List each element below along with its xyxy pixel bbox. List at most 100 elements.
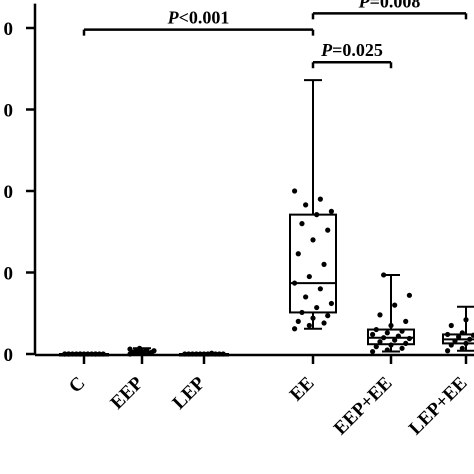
data-point	[89, 351, 95, 357]
box-series	[59, 79, 474, 357]
box-ee	[289, 79, 337, 330]
x-tick-label: C	[65, 373, 90, 398]
data-point	[92, 351, 99, 357]
data-point	[292, 326, 298, 332]
data-point	[216, 351, 222, 357]
data-point	[299, 221, 305, 227]
box-iqr	[289, 213, 337, 314]
data-point	[314, 212, 320, 218]
data-point	[325, 313, 331, 319]
box-eep-plus-ee	[367, 273, 415, 353]
data-point	[144, 347, 150, 353]
data-point	[406, 292, 412, 298]
data-point	[209, 350, 215, 356]
data-point	[321, 261, 327, 267]
p-value-number: =0.008	[370, 0, 421, 11]
data-point	[388, 342, 394, 348]
significance-bracket: P=0.025	[311, 40, 393, 69]
data-point	[328, 300, 334, 307]
y-tick-label: 0	[4, 19, 14, 40]
data-point	[220, 351, 226, 357]
data-point	[186, 351, 192, 357]
data-point	[73, 351, 79, 357]
data-point	[395, 333, 401, 339]
data-point	[295, 251, 301, 257]
x-axis: C EEP LEP EE EEP+EE LEP+EE	[35, 353, 474, 440]
data-point	[182, 351, 188, 357]
y-tick-label: 0	[4, 345, 14, 366]
data-point	[100, 351, 106, 357]
data-point	[310, 237, 316, 243]
data-point	[392, 337, 398, 343]
data-point	[388, 322, 394, 329]
x-tick-label: LEP+EE	[405, 373, 472, 440]
data-point	[328, 208, 334, 214]
x-tick-label: EEP+EE	[330, 373, 397, 440]
data-point	[295, 318, 301, 324]
data-point	[306, 322, 312, 329]
data-point	[373, 344, 379, 350]
p-value-number: =0.025	[332, 40, 383, 60]
data-point	[370, 331, 376, 338]
data-point	[306, 273, 312, 280]
data-point	[463, 317, 469, 323]
box-lep-plus-ee	[442, 305, 474, 352]
data-point	[448, 342, 454, 348]
data-point	[463, 340, 469, 347]
data-point	[470, 332, 474, 338]
data-point	[62, 351, 68, 357]
data-point	[189, 351, 196, 357]
data-point	[303, 202, 309, 208]
data-point	[325, 227, 331, 233]
data-point	[456, 334, 462, 340]
data-point	[299, 309, 305, 316]
data-point	[137, 345, 143, 351]
data-point	[303, 294, 309, 300]
significance-bracket: P=0.008	[311, 0, 468, 20]
data-point	[459, 345, 465, 351]
p-value-label: P<0.001	[167, 8, 230, 28]
data-point	[399, 328, 405, 334]
data-point	[406, 335, 412, 342]
data-point	[373, 326, 379, 333]
data-point	[317, 196, 323, 202]
data-point	[381, 335, 387, 341]
data-point	[403, 318, 409, 324]
x-tick-label: EE	[286, 373, 319, 406]
x-tick-label: EEP	[107, 372, 148, 413]
data-point	[193, 351, 199, 357]
data-point	[201, 351, 207, 357]
data-point	[96, 351, 102, 357]
y-axis: 0 0 0 0 0	[4, 3, 37, 366]
data-point	[448, 322, 454, 329]
data-point	[384, 347, 390, 353]
y-tick-label: 0	[4, 182, 14, 203]
p-value-label: P=0.008	[358, 0, 421, 11]
data-point	[85, 351, 91, 357]
data-point	[445, 348, 451, 354]
p-value-symbol: P	[358, 0, 371, 11]
data-point	[384, 330, 390, 336]
data-point	[467, 336, 473, 342]
data-point	[197, 351, 203, 357]
data-point	[403, 340, 409, 347]
data-points	[62, 188, 474, 357]
data-point	[69, 351, 76, 357]
data-point	[317, 286, 323, 292]
data-point	[370, 348, 376, 355]
data-point	[377, 339, 383, 345]
data-point	[314, 304, 320, 311]
data-point	[392, 302, 398, 308]
data-point	[127, 346, 133, 352]
significance-bracket: P<0.001	[82, 8, 315, 36]
data-point	[459, 330, 465, 336]
data-point	[381, 272, 387, 278]
data-point	[377, 312, 383, 318]
data-point	[310, 315, 316, 321]
data-point	[452, 338, 458, 344]
x-tick-label: LEP	[169, 372, 210, 413]
p-value-symbol: P	[320, 40, 333, 60]
data-point	[292, 280, 298, 286]
